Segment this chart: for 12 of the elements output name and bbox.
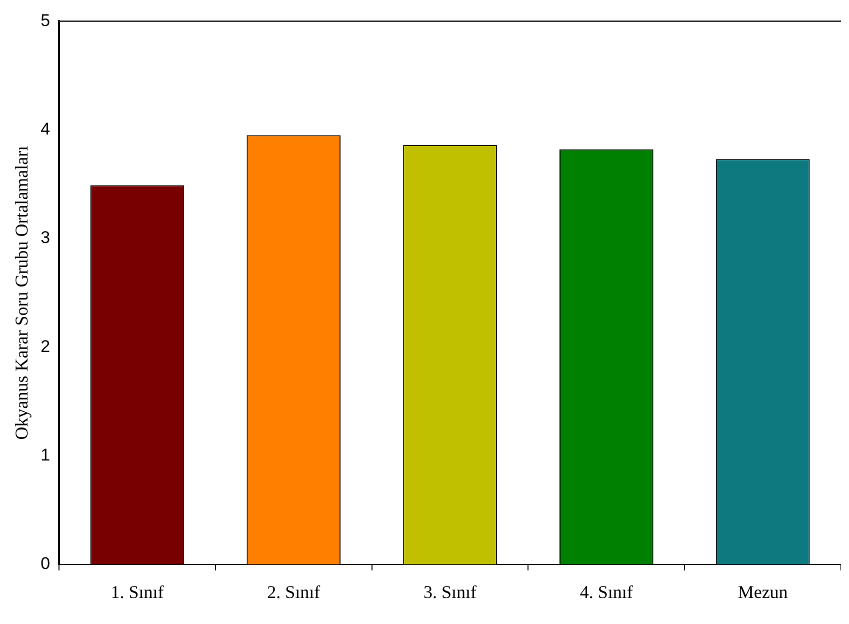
- x-tick-label: Mezun: [738, 582, 788, 602]
- x-tick-label: 1. Sınıf: [110, 582, 164, 602]
- y-tick-label: 3: [40, 228, 50, 248]
- x-tick-label: 3. Sınıf: [424, 582, 477, 602]
- y-tick-label: 4: [40, 120, 50, 139]
- y-tick-label: 0: [40, 554, 50, 574]
- x-tick-label: 4. Sınıf: [580, 582, 633, 602]
- x-tick-label: 2. Sınıf: [267, 582, 320, 602]
- y-tick-label: 2: [40, 336, 50, 356]
- y-tick-label: 1: [40, 445, 50, 464]
- y-tick-label: 5: [40, 10, 50, 30]
- y-axis-title: Okyanus Karar Soru Grubu Ortalamaları: [12, 146, 32, 440]
